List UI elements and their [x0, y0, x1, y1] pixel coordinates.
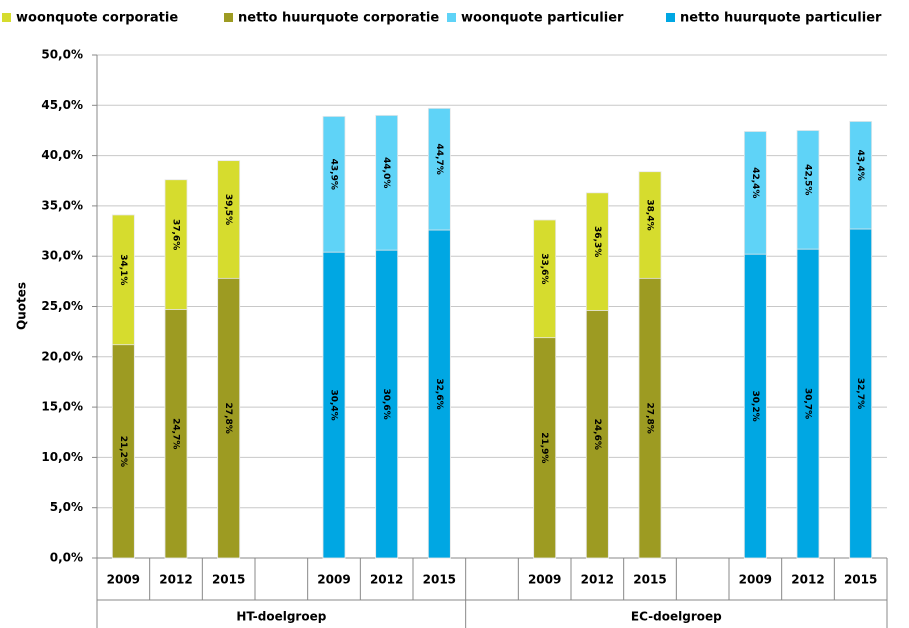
x-tick-label: 2015: [423, 573, 456, 587]
legend-swatch: [447, 13, 456, 22]
value-label: 24,6%: [592, 419, 602, 450]
y-tick-label: 5,0%: [50, 500, 83, 514]
value-label: 42,4%: [750, 167, 760, 198]
value-label: 27,8%: [645, 403, 655, 434]
value-label: 27,8%: [223, 403, 233, 434]
x-group-label: EC-doelgroep: [631, 610, 722, 624]
y-tick-label: 25,0%: [41, 299, 83, 313]
bar: [375, 249, 399, 559]
bar: [111, 344, 135, 559]
bar: [849, 228, 873, 559]
bar: [796, 248, 820, 559]
y-tick-label: 20,0%: [41, 349, 83, 363]
x-tick-label: 2012: [370, 573, 403, 587]
x-tick-label: 2015: [212, 573, 245, 587]
x-group-label: HT-doelgroep: [236, 610, 326, 624]
bar: [743, 253, 767, 559]
value-label: 43,4%: [855, 150, 865, 181]
bar: [533, 337, 557, 559]
x-tick-label: 2012: [159, 573, 192, 587]
x-tick-label: 2012: [581, 573, 614, 587]
value-label: 32,6%: [434, 378, 444, 409]
y-axis-title: Quotes: [15, 282, 29, 330]
bar: [638, 277, 662, 559]
x-tick-label: 2015: [633, 573, 666, 587]
legend-swatch: [666, 13, 675, 22]
value-label: 30,4%: [329, 389, 339, 420]
legend-label: netto huurquote particulier: [680, 11, 882, 26]
legend-label: woonquote particulier: [461, 11, 624, 26]
bar: [427, 229, 451, 559]
y-tick-label: 45,0%: [41, 98, 83, 112]
x-tick-label: 2015: [844, 573, 877, 587]
y-tick-label: 50,0%: [41, 48, 83, 62]
value-label: 34,1%: [118, 254, 128, 285]
value-label: 44,0%: [381, 157, 391, 188]
value-label: 43,9%: [329, 159, 339, 190]
value-label: 21,9%: [539, 432, 549, 463]
y-tick-label: 10,0%: [41, 450, 83, 464]
value-label: 39,5%: [223, 194, 233, 225]
x-tick-label: 2009: [739, 573, 772, 587]
value-label: 32,7%: [855, 378, 865, 409]
value-label: 30,2%: [750, 390, 760, 421]
y-tick-label: 30,0%: [41, 249, 83, 263]
y-tick-label: 40,0%: [41, 148, 83, 162]
value-label: 36,3%: [592, 226, 602, 257]
legend-swatch: [224, 13, 233, 22]
value-label: 42,5%: [803, 164, 813, 195]
bar: [164, 309, 188, 559]
value-label: 44,7%: [434, 144, 444, 175]
y-tick-label: 35,0%: [41, 198, 83, 212]
legend-swatch: [2, 13, 11, 22]
y-tick-label: 15,0%: [41, 400, 83, 414]
x-tick-label: 2009: [528, 573, 561, 587]
value-label: 38,4%: [645, 199, 655, 230]
bar: [322, 251, 346, 559]
value-label: 21,2%: [118, 436, 128, 467]
y-tick-label: 0,0%: [50, 551, 83, 565]
value-label: 37,6%: [171, 219, 181, 250]
legend-label: woonquote corporatie: [16, 11, 178, 26]
x-tick-label: 2009: [107, 573, 140, 587]
value-label: 30,7%: [803, 388, 813, 419]
legend-label: netto huurquote corporatie: [238, 11, 439, 26]
bar: [585, 310, 609, 559]
value-label: 30,6%: [381, 388, 391, 419]
bar: [217, 277, 241, 559]
x-tick-label: 2009: [317, 573, 350, 587]
value-label: 24,7%: [171, 418, 181, 449]
value-label: 33,6%: [539, 253, 549, 284]
x-tick-label: 2012: [791, 573, 824, 587]
